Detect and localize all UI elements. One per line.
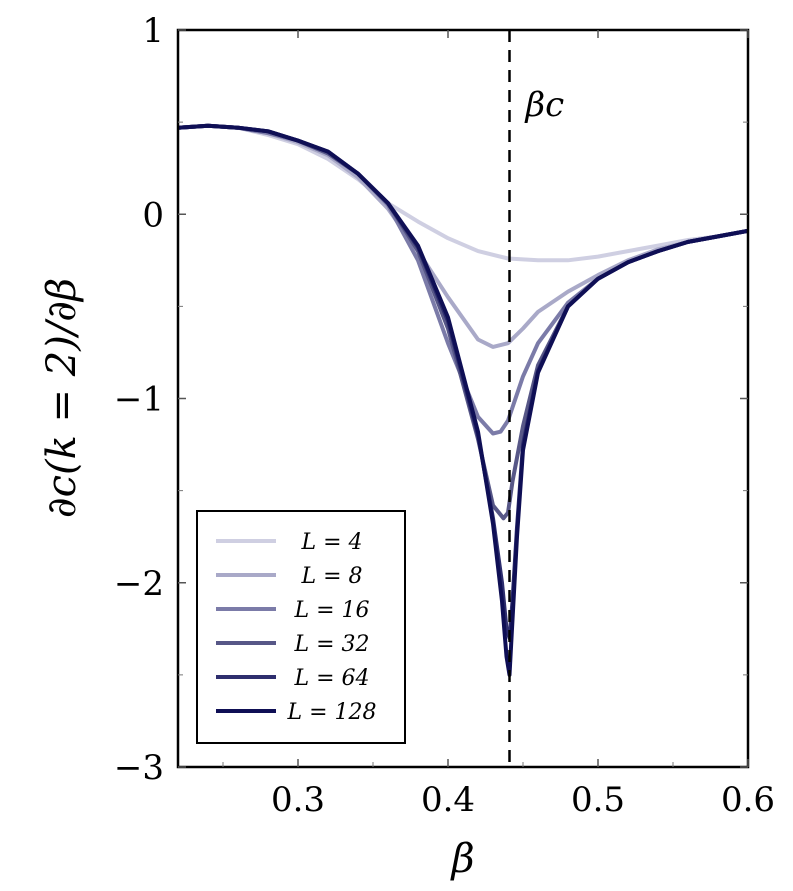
legend-label-2: L = 16 (293, 598, 369, 623)
y-tick-label: 0 (142, 195, 164, 235)
legend-label-3: L = 32 (293, 632, 369, 657)
legend-label-0: L = 4 (300, 530, 362, 555)
ticks-layer: 0.3 0.4 0.5 0.6 1 0 −1 −2 −3 (114, 11, 775, 820)
legend-label-5: L = 128 (286, 700, 376, 725)
critical-beta-label: βc (524, 85, 565, 125)
legend: L = 4 L = 8 L = 16 L = 32 L = 64 L = 128 (196, 510, 406, 744)
y-axis-title: ∂c(k = 2)/∂β (39, 278, 85, 518)
legend-label-4: L = 64 (293, 666, 369, 691)
series-line-0 (178, 123, 748, 263)
x-tick-label: 0.6 (721, 780, 775, 820)
x-tick-label: 0.4 (421, 780, 475, 820)
series-line-3 (178, 123, 748, 521)
y-tick-label: 1 (142, 11, 164, 51)
x-tick-label: 0.3 (271, 780, 325, 820)
y-tick-label: −3 (114, 748, 164, 788)
series-line-5 (178, 123, 748, 677)
x-tick-label: 0.5 (571, 780, 625, 820)
legend-box (196, 510, 406, 744)
x-axis-title: β (449, 836, 474, 882)
legend-label-1: L = 8 (300, 564, 362, 589)
y-tick-label: −1 (114, 380, 164, 420)
y-tick-label: −2 (114, 564, 164, 604)
series-line-1 (178, 123, 748, 349)
series-layer (178, 123, 748, 677)
